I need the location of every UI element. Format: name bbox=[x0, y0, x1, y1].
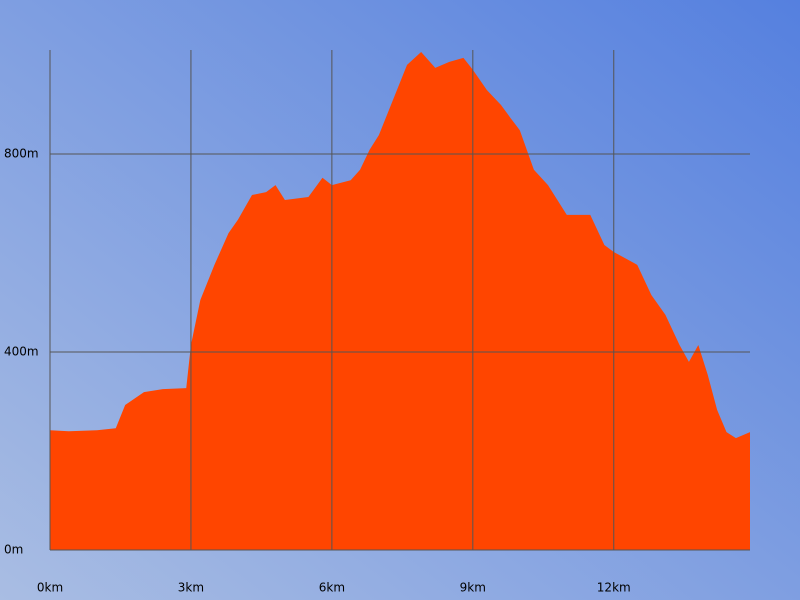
y-tick-label: 400m bbox=[4, 344, 39, 358]
x-tick-label: 0km bbox=[37, 581, 63, 595]
elevation-area bbox=[50, 51, 750, 551]
x-tick-label: 12km bbox=[597, 581, 631, 595]
y-tick-label: 0m bbox=[4, 543, 23, 557]
x-tick-label: 6km bbox=[319, 581, 345, 595]
x-tick-label: 3km bbox=[178, 581, 204, 595]
y-tick-label: 800m bbox=[4, 146, 39, 160]
x-tick-label: 9km bbox=[460, 581, 486, 595]
